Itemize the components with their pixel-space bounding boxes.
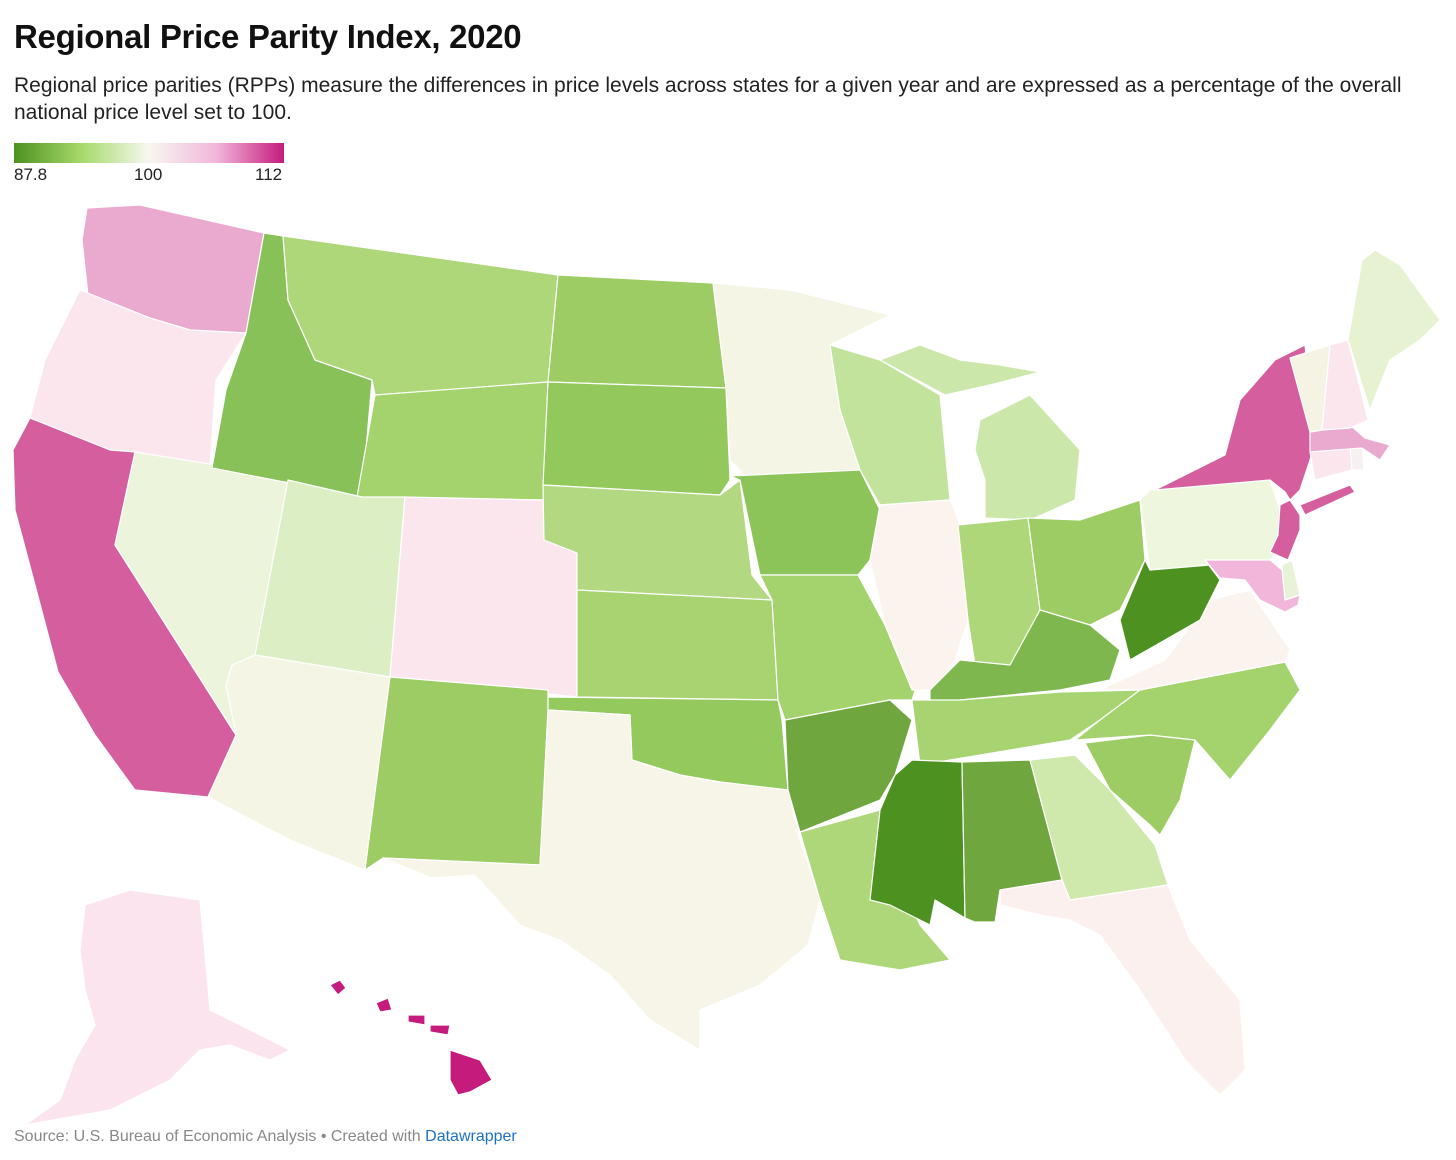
- state-hi[interactable]: [429, 1024, 451, 1036]
- state-nj[interactable]: [1269, 499, 1301, 561]
- state-az[interactable]: [207, 654, 391, 871]
- state-hi[interactable]: [449, 1049, 493, 1096]
- state-ny[interactable]: [1154, 344, 1316, 501]
- state-ny[interactable]: [1299, 484, 1356, 516]
- legend-mid-label: 100: [134, 165, 163, 184]
- state-wv[interactable]: [1119, 559, 1221, 661]
- legend-gradient-bar: [14, 143, 284, 163]
- state-nh[interactable]: [1321, 339, 1369, 431]
- state-hi[interactable]: [329, 979, 347, 996]
- state-pa[interactable]: [1139, 479, 1286, 571]
- state-wy[interactable]: [356, 381, 549, 501]
- chart-title: Regional Price Parity Index, 2020: [14, 18, 522, 55]
- footer-separator: •: [316, 1128, 331, 1145]
- state-hi[interactable]: [375, 997, 393, 1013]
- created-with-text: Created with: [330, 1128, 426, 1145]
- state-mi[interactable]: [879, 344, 1041, 396]
- state-ne[interactable]: [542, 479, 773, 601]
- datawrapper-link[interactable]: Datawrapper: [425, 1128, 517, 1145]
- us-state-map: [12, 204, 1441, 1126]
- state-ks[interactable]: [576, 589, 779, 701]
- state-nc[interactable]: [1074, 661, 1301, 781]
- source-note: Source: U.S. Bureau of Economic Analysis: [14, 1128, 317, 1145]
- legend-labels: 87.8 100 112: [14, 165, 284, 187]
- state-mi[interactable]: [974, 394, 1081, 521]
- state-tx[interactable]: [382, 709, 821, 1051]
- state-me[interactable]: [1347, 249, 1441, 411]
- state-ak[interactable]: [24, 889, 291, 1126]
- color-legend: 87.8 100 112: [14, 143, 284, 187]
- state-md[interactable]: [1204, 559, 1301, 613]
- state-ia[interactable]: [729, 469, 881, 576]
- state-sd[interactable]: [542, 381, 731, 496]
- state-ms[interactable]: [869, 759, 966, 926]
- chart-subtitle: Regional price parities (RPPs) measure t…: [14, 74, 1402, 124]
- state-fl[interactable]: [999, 879, 1246, 1096]
- state-nm[interactable]: [364, 676, 549, 871]
- legend-max-label: 112: [255, 165, 283, 184]
- state-va[interactable]: [1099, 589, 1291, 691]
- state-mo[interactable]: [759, 574, 921, 721]
- state-hi[interactable]: [407, 1014, 426, 1026]
- legend-min-label: 87.8: [14, 165, 48, 184]
- state-ar[interactable]: [784, 699, 913, 833]
- state-nd[interactable]: [547, 274, 727, 389]
- footer: Source: U.S. Bureau of Economic Analysis…: [14, 1128, 517, 1146]
